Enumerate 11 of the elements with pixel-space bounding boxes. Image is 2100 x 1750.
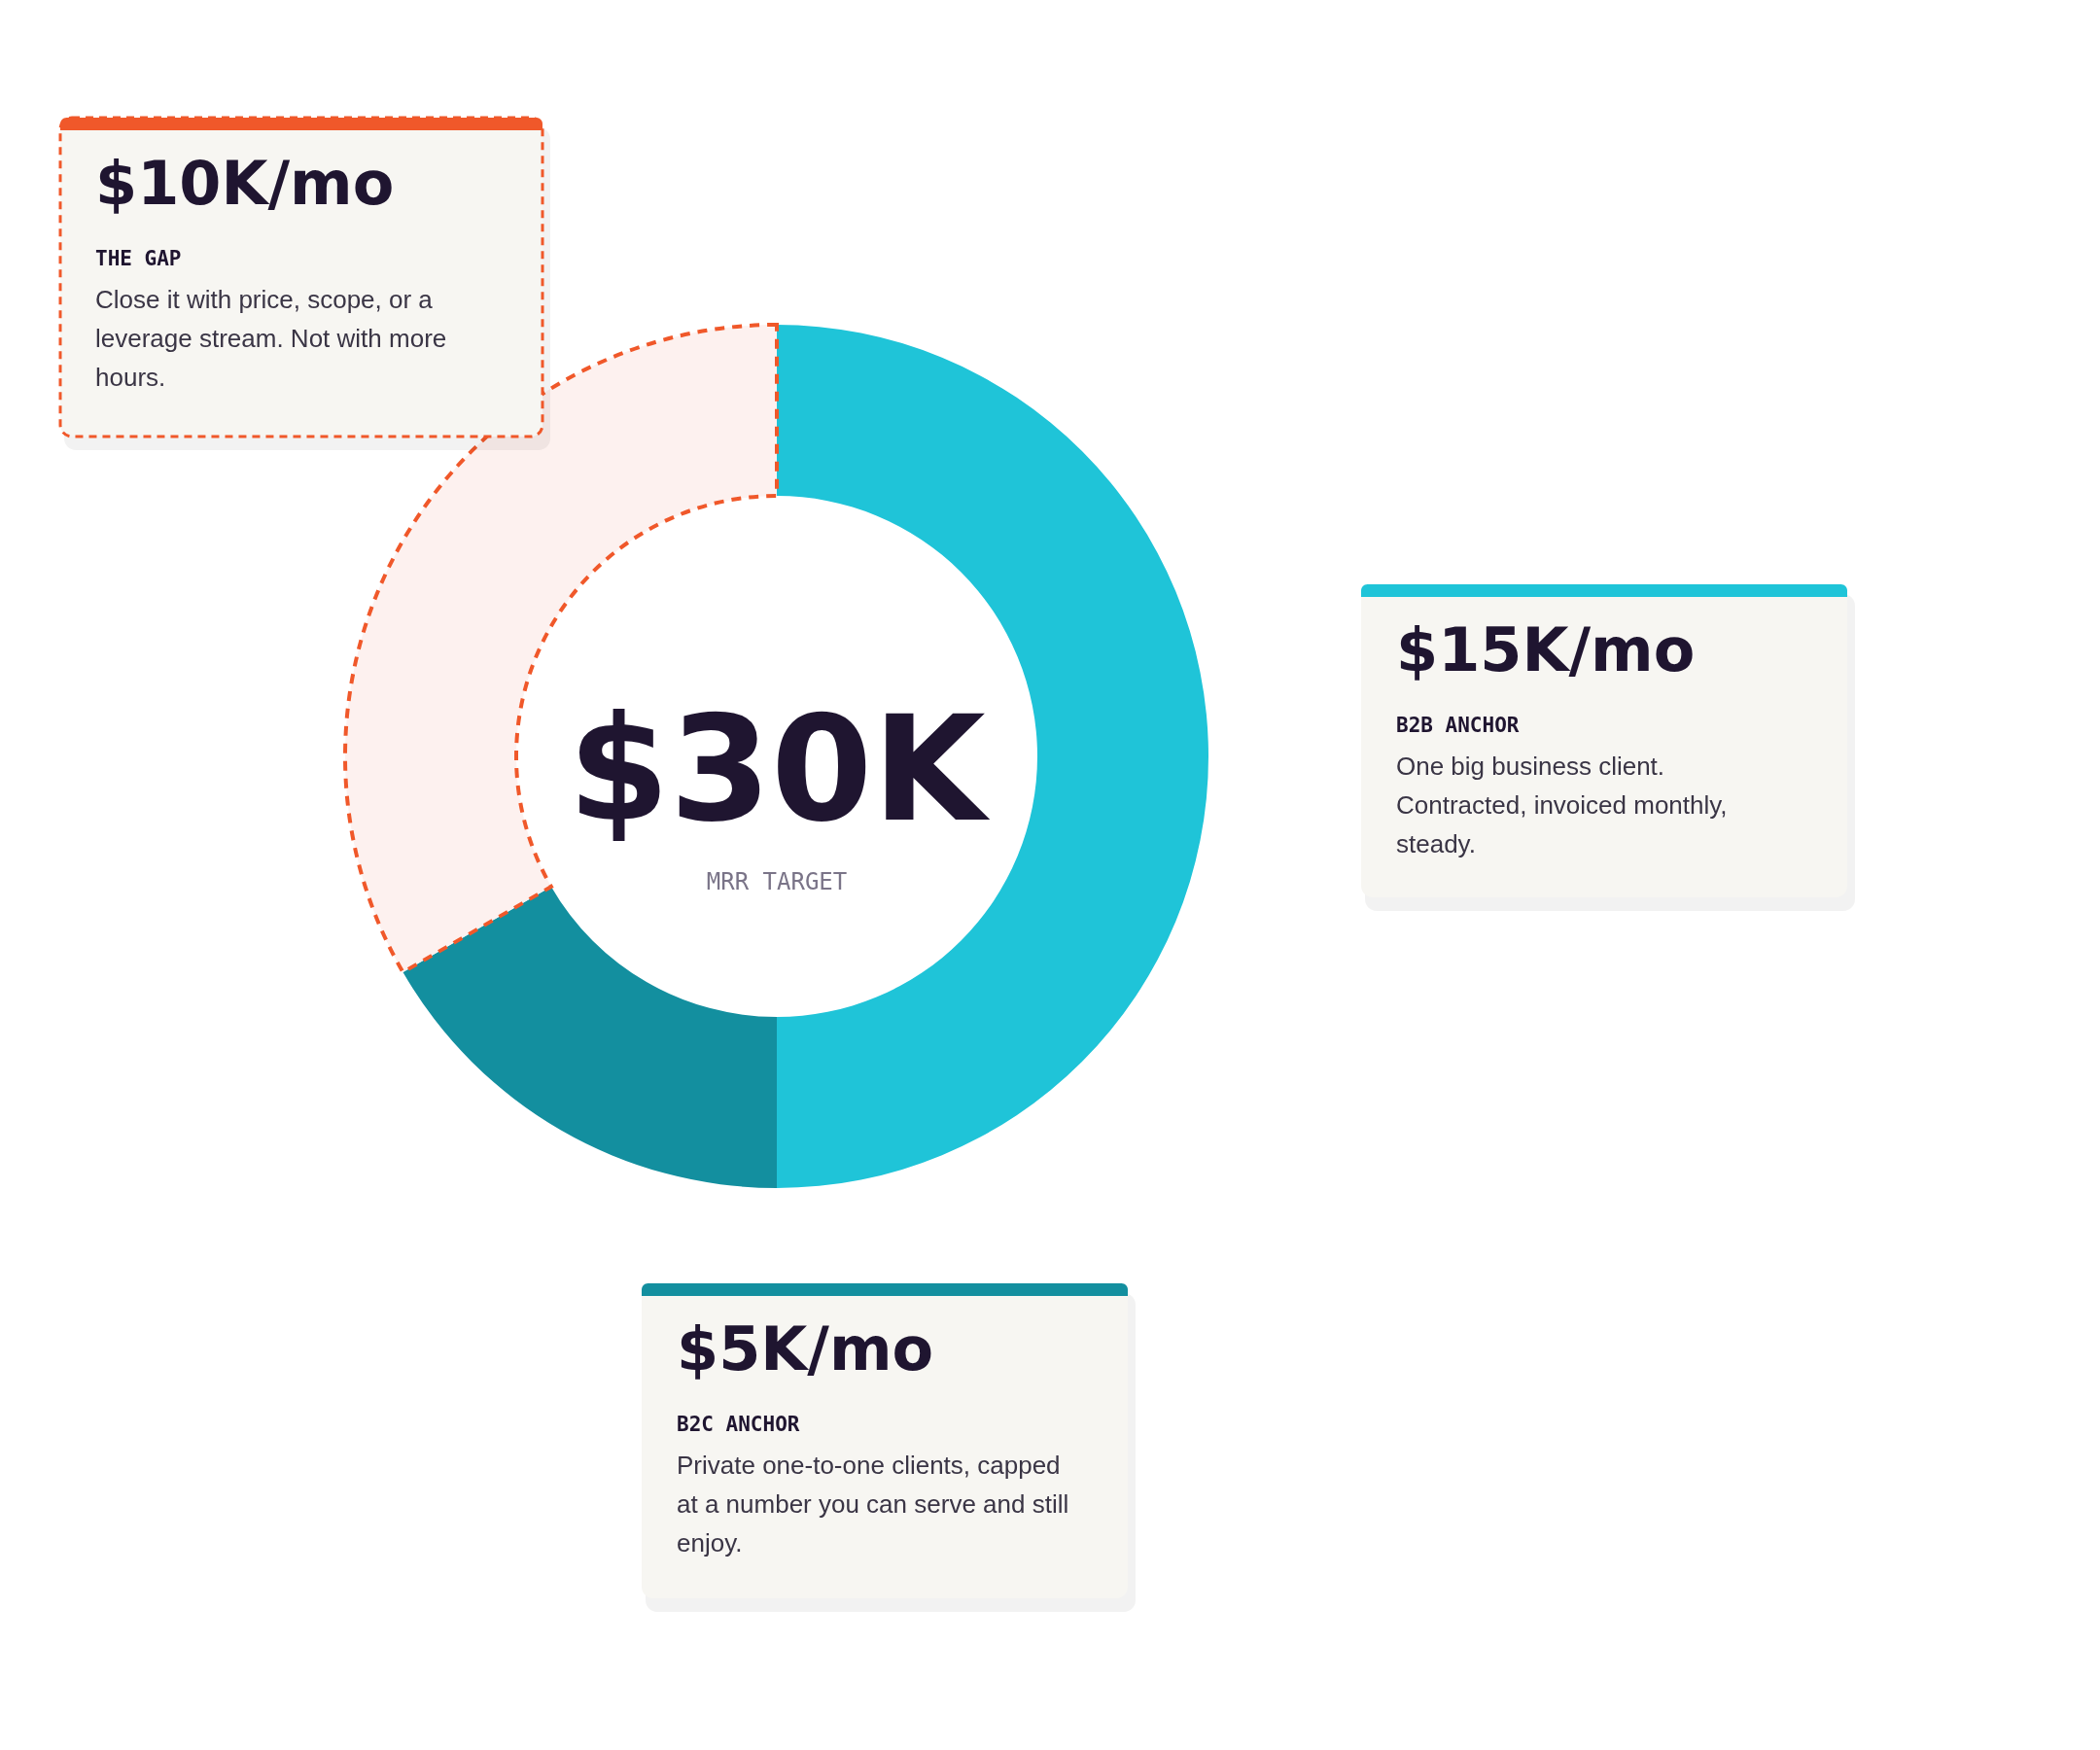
text: MRR TARGET <box>706 868 848 895</box>
data-label: $5K/mo <box>677 1313 934 1384</box>
text: $30K <box>568 684 991 854</box>
data-label: $10K/mo <box>95 148 395 219</box>
slice-label: B2B ANCHOR <box>1396 714 1520 737</box>
text: One big business client. Contracted, invoiced monthly, steady. <box>1396 752 1728 858</box>
slice-label: THE GAP <box>95 247 182 270</box>
data-label: $15K/mo <box>1396 614 1696 685</box>
text: Close it with price, scope, or a leverage stream. Not with more hours. <box>95 285 447 392</box>
slice-label: B2C ANCHOR <box>677 1413 800 1436</box>
text: Private one-to-one clients, capped at a number you can serve and still enjoy. <box>677 1451 1069 1558</box>
